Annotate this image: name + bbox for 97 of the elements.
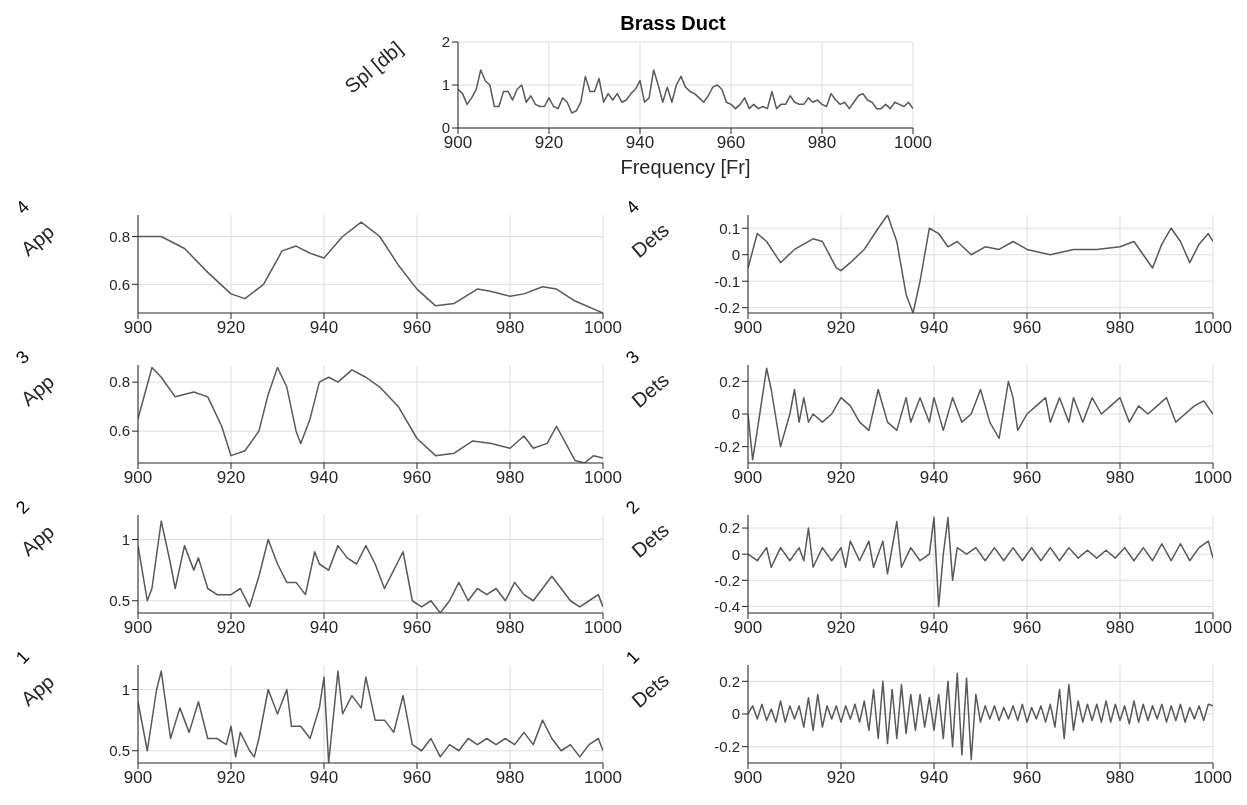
x-tick-label: 960 xyxy=(1012,768,1042,788)
chart-title: 3 xyxy=(622,346,644,369)
y-axis-title: App xyxy=(16,370,59,411)
x-axis-title: Frequency [Fr] xyxy=(620,156,751,179)
y-tick-label: 0.8 xyxy=(109,373,130,391)
y-tick-label: -0.4 xyxy=(714,597,740,615)
x-tick-label: 1000 xyxy=(1194,618,1232,638)
x-tick-label: 1000 xyxy=(584,768,622,788)
line-series xyxy=(458,69,913,114)
x-tick-label: 940 xyxy=(625,133,655,153)
y-tick-label: 0.2 xyxy=(719,519,740,537)
x-tick-label: 920 xyxy=(216,318,246,338)
chart-title: 2 xyxy=(622,496,644,519)
x-tick-label: 960 xyxy=(402,618,432,638)
x-tick-label: 980 xyxy=(1105,768,1135,788)
x-tick-label: 900 xyxy=(123,318,153,338)
x-tick-label: 980 xyxy=(495,468,525,488)
x-tick-label: 920 xyxy=(534,133,564,153)
chart-title: 1 xyxy=(12,646,34,669)
y-tick-label: -0.2 xyxy=(714,299,740,317)
y-tick-label: 0 xyxy=(731,405,740,423)
y-tick-label: 0 xyxy=(731,246,740,264)
x-tick-label: 920 xyxy=(826,318,856,338)
y-axis-title: App xyxy=(16,220,59,261)
x-tick-label: 920 xyxy=(826,768,856,788)
x-tick-label: 1000 xyxy=(1194,768,1232,788)
y-tick-label: -0.2 xyxy=(714,437,740,455)
x-tick-label: 920 xyxy=(826,618,856,638)
x-tick-label: 920 xyxy=(216,768,246,788)
y-tick-label: 0.5 xyxy=(109,592,130,610)
x-tick-label: 900 xyxy=(733,618,763,638)
x-tick-label: 900 xyxy=(733,318,763,338)
x-tick-label: 980 xyxy=(1105,618,1135,638)
y-tick-label: 0.8 xyxy=(109,227,130,245)
y-tick-label: 0.2 xyxy=(719,672,740,690)
y-tick-label: 0 xyxy=(731,545,740,563)
y-tick-label: 0.6 xyxy=(109,422,130,440)
x-tick-label: 1000 xyxy=(894,133,932,153)
x-tick-label: 1000 xyxy=(584,318,622,338)
y-tick-label: 0.6 xyxy=(109,275,130,293)
x-tick-label: 940 xyxy=(309,618,339,638)
y-tick-label: 0.5 xyxy=(109,742,130,760)
y-tick-label: -0.2 xyxy=(714,571,740,589)
x-tick-label: 940 xyxy=(919,768,949,788)
y-tick-label: 1 xyxy=(121,680,130,698)
line-series xyxy=(748,516,1213,608)
x-tick-label: 900 xyxy=(733,468,763,488)
y-tick-label: 1 xyxy=(441,76,450,94)
chart-title: 4 xyxy=(622,196,644,219)
y-tick-label: 2 xyxy=(441,33,450,51)
x-tick-label: 940 xyxy=(919,318,949,338)
x-tick-label: 940 xyxy=(919,618,949,638)
x-tick-label: 940 xyxy=(309,468,339,488)
y-axis-title: Dets xyxy=(627,668,674,713)
x-tick-label: 980 xyxy=(807,133,837,153)
y-tick-label: -0.1 xyxy=(714,272,740,290)
x-tick-label: 940 xyxy=(309,318,339,338)
x-tick-label: 960 xyxy=(402,768,432,788)
y-axis-title: App xyxy=(16,670,59,711)
x-tick-label: 900 xyxy=(123,618,153,638)
x-tick-label: 1000 xyxy=(584,618,622,638)
x-tick-label: 1000 xyxy=(1194,318,1232,338)
x-tick-label: 900 xyxy=(733,768,763,788)
chart-title: 3 xyxy=(12,346,34,369)
y-tick-label: 1 xyxy=(121,530,130,548)
x-tick-label: 900 xyxy=(123,768,153,788)
y-tick-label: 0 xyxy=(731,705,740,723)
chart-title: 4 xyxy=(12,196,34,219)
y-axis-title: App xyxy=(16,520,59,561)
x-tick-label: 980 xyxy=(495,768,525,788)
x-tick-label: 1000 xyxy=(584,468,622,488)
x-tick-label: 980 xyxy=(1105,468,1135,488)
x-tick-label: 920 xyxy=(216,468,246,488)
x-tick-label: 960 xyxy=(1012,318,1042,338)
x-tick-label: 980 xyxy=(1105,318,1135,338)
x-tick-label: 1000 xyxy=(1194,468,1232,488)
x-tick-label: 960 xyxy=(1012,468,1042,488)
chart-title: 1 xyxy=(622,646,644,669)
y-axis-title: Dets xyxy=(627,518,674,563)
chart-title: Brass Duct xyxy=(619,12,727,35)
x-tick-label: 920 xyxy=(826,468,856,488)
y-axis-title: Dets xyxy=(627,218,674,263)
chart-title: 2 xyxy=(12,496,34,519)
y-tick-label: 0.2 xyxy=(719,372,740,390)
y-axis-title: Dets xyxy=(627,368,674,413)
y-tick-label: 0.1 xyxy=(719,219,740,237)
x-tick-label: 960 xyxy=(716,133,746,153)
x-tick-label: 960 xyxy=(402,468,432,488)
x-tick-label: 980 xyxy=(495,618,525,638)
x-tick-label: 920 xyxy=(216,618,246,638)
x-tick-label: 900 xyxy=(123,468,153,488)
x-tick-label: 960 xyxy=(1012,618,1042,638)
y-tick-label: -0.2 xyxy=(714,737,740,755)
x-tick-label: 960 xyxy=(402,318,432,338)
x-tick-label: 940 xyxy=(919,468,949,488)
x-tick-label: 940 xyxy=(309,768,339,788)
x-tick-label: 980 xyxy=(495,318,525,338)
